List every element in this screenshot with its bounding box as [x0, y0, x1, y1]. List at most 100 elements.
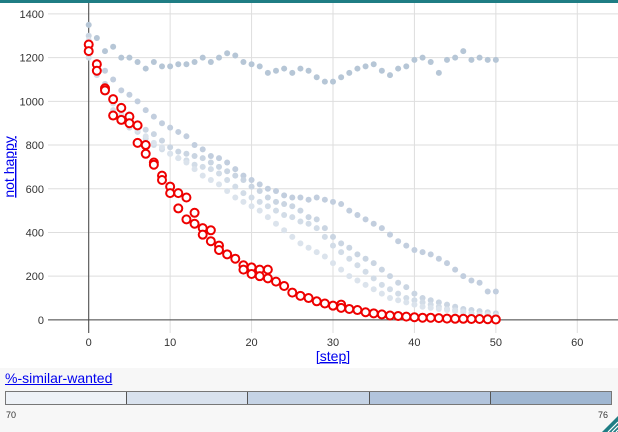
data-point	[189, 218, 200, 229]
data-point	[197, 229, 208, 240]
data-point	[140, 148, 151, 159]
data-point	[281, 211, 288, 218]
data-point	[205, 236, 216, 247]
data-point	[224, 168, 231, 175]
data-point	[417, 312, 428, 323]
data-point	[248, 194, 255, 201]
color-strip-segment[interactable]	[248, 392, 370, 404]
data-point	[232, 52, 239, 59]
data-point	[256, 181, 263, 188]
data-point	[142, 107, 149, 114]
data-point	[411, 56, 418, 63]
data-point	[403, 299, 410, 306]
data-point	[370, 61, 377, 68]
data-point	[297, 207, 304, 214]
data-point	[281, 65, 288, 72]
data-point	[273, 220, 279, 227]
y-tick-label: 1200	[20, 53, 44, 65]
data-point	[442, 313, 452, 324]
x-axis-title[interactable]: [step]	[316, 348, 350, 364]
data-point	[207, 152, 214, 159]
data-point	[159, 120, 165, 127]
data-point	[167, 124, 174, 131]
data-point	[132, 137, 143, 148]
data-point	[378, 290, 385, 297]
data-point	[411, 301, 418, 308]
data-point	[444, 307, 450, 314]
data-point	[403, 295, 410, 302]
y-axis-title[interactable]: not happy	[1, 136, 17, 198]
data-point	[273, 187, 279, 194]
data-point	[313, 249, 320, 256]
color-strip-segment[interactable]	[490, 392, 612, 404]
data-point	[264, 214, 271, 221]
data-point	[313, 216, 320, 223]
data-point	[330, 260, 336, 267]
data-point	[427, 251, 434, 258]
data-point	[256, 198, 263, 205]
data-point	[175, 128, 182, 135]
data-point	[132, 120, 143, 131]
data-point	[344, 303, 355, 314]
data-point	[368, 308, 379, 319]
data-point	[411, 290, 418, 297]
data-point	[378, 266, 385, 273]
data-point	[85, 21, 92, 28]
data-point	[167, 150, 174, 157]
data-point	[338, 240, 345, 247]
data-point	[83, 46, 94, 57]
x-tick-label: 0	[86, 337, 92, 349]
data-point	[191, 161, 198, 168]
color-strip-segment[interactable]	[369, 392, 491, 404]
data-point	[435, 305, 442, 312]
data-point	[271, 276, 281, 287]
data-point	[281, 201, 288, 208]
data-point	[199, 54, 206, 61]
data-point	[140, 140, 151, 151]
data-point	[264, 69, 271, 76]
data-point	[395, 279, 402, 286]
data-point	[232, 172, 239, 179]
data-point	[262, 273, 273, 284]
color-legend-strip[interactable]	[5, 391, 612, 405]
data-point	[338, 74, 345, 81]
data-point	[232, 183, 239, 190]
data-point	[354, 65, 361, 72]
data-point	[425, 312, 436, 323]
y-tick-label: 1400	[20, 9, 44, 21]
data-point	[311, 296, 322, 307]
data-point	[484, 56, 491, 63]
data-point	[157, 175, 167, 186]
data-point	[354, 251, 361, 258]
data-point	[484, 288, 491, 295]
data-point	[297, 240, 304, 247]
data-point	[191, 166, 198, 173]
data-point	[159, 63, 165, 70]
color-strip-segment[interactable]	[127, 392, 249, 404]
slider-label[interactable]: %-similar-wanted	[5, 370, 113, 386]
data-point	[281, 192, 288, 199]
data-point	[118, 87, 125, 94]
data-point	[256, 207, 263, 214]
data-point	[346, 255, 353, 262]
data-point	[108, 94, 119, 105]
color-strip-segment[interactable]	[6, 392, 128, 404]
data-point	[165, 188, 176, 199]
data-point	[216, 163, 222, 170]
y-tick-label: 0	[38, 315, 44, 327]
data-point	[150, 113, 157, 120]
data-point	[450, 313, 461, 324]
data-point	[264, 194, 271, 201]
data-point	[305, 196, 312, 203]
data-point	[240, 190, 247, 197]
data-point	[338, 249, 345, 256]
data-point	[474, 314, 485, 325]
data-point	[346, 207, 353, 214]
data-point	[289, 233, 296, 240]
data-point	[256, 63, 263, 70]
data-point	[264, 185, 271, 192]
data-point	[205, 225, 216, 236]
resize-handle-icon[interactable]	[602, 416, 618, 432]
data-point	[362, 268, 369, 275]
data-point	[126, 54, 133, 61]
